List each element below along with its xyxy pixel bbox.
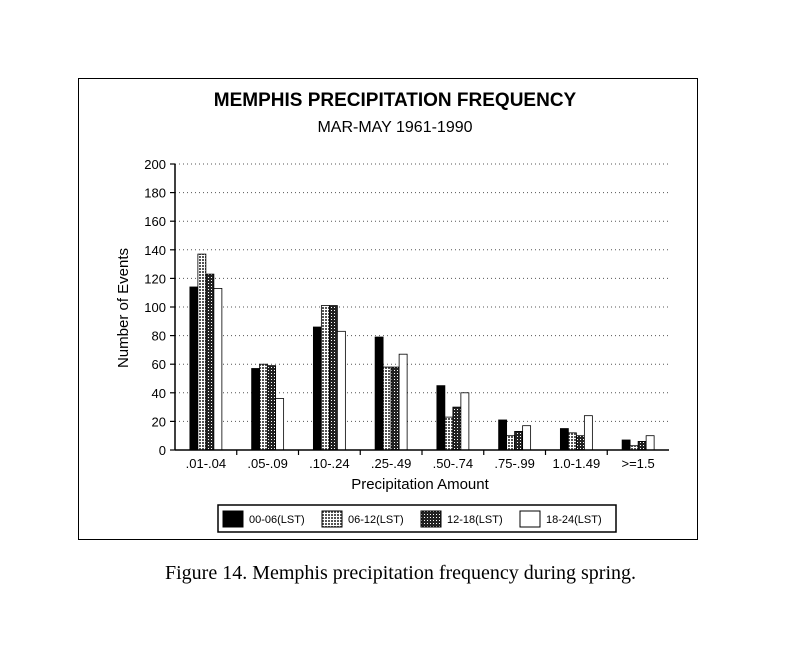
legend: 00-06(LST) 06-12(LST) 12-18(LST) 18-24(LST): [217, 504, 617, 533]
bar: [506, 435, 516, 451]
figure-caption: Figure 14. Memphis precipitation frequen…: [164, 562, 636, 584]
bar: [197, 253, 207, 451]
x-axis-label: Precipitation Amount: [351, 476, 489, 493]
bar: [452, 406, 462, 451]
bar: [514, 431, 524, 451]
bar: [275, 398, 285, 451]
bar: [583, 415, 593, 451]
grid-lines: [175, 163, 669, 422]
bar: [398, 353, 408, 451]
bar: [205, 273, 215, 451]
legend-label: 00-06(LST): [249, 514, 305, 526]
legend-swatch: [519, 510, 541, 528]
legend-swatch: [420, 510, 442, 528]
bar: [213, 288, 223, 451]
bar: [498, 419, 508, 451]
bar: [267, 365, 277, 451]
chart-title: MEMPHIS PRECIPITATION FREQUENCY: [214, 90, 577, 111]
bar: [312, 326, 322, 451]
y-tick-label: 0: [159, 443, 166, 458]
bar: [320, 305, 330, 451]
x-tick-label: .25-.49: [371, 456, 411, 471]
legend-swatch: [321, 510, 343, 528]
y-axis-label: Number of Events: [115, 248, 132, 368]
bar: [436, 385, 446, 451]
bar: [382, 366, 392, 451]
bar: [251, 368, 261, 451]
y-tick-label: 120: [144, 271, 166, 286]
x-tick-label: .10-.24: [309, 456, 349, 471]
bar: [575, 435, 585, 451]
bar: [567, 432, 577, 451]
chart-frame: MEMPHIS PRECIPITATION FREQUENCY MAR-MAY …: [78, 78, 698, 540]
y-tick-label: 80: [152, 329, 166, 344]
y-tick-label: 20: [152, 414, 166, 429]
bar: [460, 392, 470, 451]
bar: [444, 416, 454, 451]
y-tick-label: 180: [144, 186, 166, 201]
y-tick-label: 60: [152, 357, 166, 372]
bar: [645, 435, 655, 451]
x-tick-label: .75-.99: [494, 456, 534, 471]
x-axis-ticks: .01-.04 .05-.09 .10-.24 .25-.49 .50-.74 .75-.…: [186, 450, 655, 471]
legend-label: 12-18(LST): [447, 514, 503, 526]
x-tick-label: 1.0-1.49: [553, 456, 601, 471]
axes: [174, 164, 669, 451]
bar: [522, 425, 532, 451]
legend-label: 06-12(LST): [348, 514, 404, 526]
y-tick-label: 200: [144, 157, 166, 172]
bars: [189, 253, 655, 451]
bar: [336, 330, 346, 451]
y-tick-label: 140: [144, 243, 166, 258]
y-axis-ticks: 0 20 40 60 80 100 120 140 160 180 200: [144, 157, 175, 458]
bar: [189, 286, 199, 451]
x-tick-label: >=1.5: [621, 456, 654, 471]
legend-box: [217, 504, 617, 533]
bar: [621, 439, 631, 451]
chart-svg: MEMPHIS PRECIPITATION FREQUENCY MAR-MAY …: [115, 90, 669, 533]
x-tick-label: .05-.09: [247, 456, 287, 471]
bar: [637, 441, 647, 451]
legend-swatch: [222, 510, 244, 528]
legend-label: 18-24(LST): [546, 514, 602, 526]
chart-subtitle: MAR-MAY 1961-1990: [317, 119, 472, 136]
y-tick-label: 40: [152, 386, 166, 401]
bar: [259, 363, 269, 451]
bar: [559, 428, 569, 451]
x-tick-label: .50-.74: [433, 456, 473, 471]
bar: [374, 336, 384, 451]
bar: [328, 305, 338, 451]
y-tick-label: 160: [144, 214, 166, 229]
bar: [390, 366, 400, 451]
x-tick-label: .01-.04: [186, 456, 226, 471]
y-tick-label: 100: [144, 300, 166, 315]
